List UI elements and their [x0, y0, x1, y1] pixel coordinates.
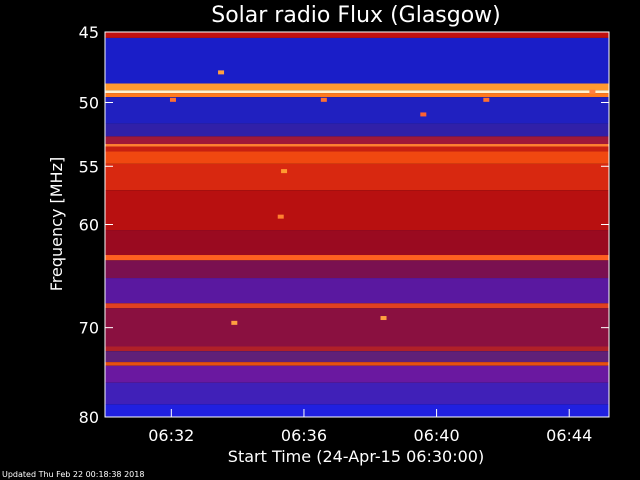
spectrum-band	[105, 351, 609, 363]
y-axis-label: Frequency [MHz]	[47, 157, 66, 291]
spectrum-band	[105, 255, 609, 261]
spectrum-band	[105, 90, 609, 94]
y-tick-label: 80	[79, 408, 99, 427]
spectrum-band	[105, 93, 609, 98]
y-tick-label: 45	[79, 23, 99, 42]
burst-mark	[169, 97, 176, 102]
y-axis: 45 50 55 60 70 80	[79, 23, 609, 427]
spectrogram	[105, 32, 609, 417]
x-tick-label: 06:40	[414, 426, 460, 445]
spectrum-band	[105, 32, 609, 38]
spectrum-band	[105, 362, 609, 366]
spectrum-band	[105, 144, 609, 147]
spectrum-band	[105, 136, 609, 145]
burst-mark	[320, 97, 327, 102]
spectrum-band	[105, 382, 609, 405]
burst-mark	[380, 316, 387, 321]
spectrum-band	[105, 303, 609, 309]
spectrum-band	[105, 97, 609, 124]
spectrum-band	[105, 365, 609, 383]
burst-mark	[231, 320, 238, 325]
spectrum-band	[105, 163, 609, 191]
spectrum-band	[105, 404, 609, 417]
spectrum-band	[105, 260, 609, 279]
y-tick-label: 60	[79, 216, 99, 235]
spectrum-band	[105, 190, 609, 231]
spectrum-band	[105, 83, 609, 91]
spectrum-band	[105, 37, 609, 84]
spectrum-band	[105, 346, 609, 352]
x-tick-label: 06:32	[148, 426, 194, 445]
burst-mark	[281, 169, 288, 174]
spectrum-band	[105, 123, 609, 137]
spectrum-band	[105, 278, 609, 304]
x-axis: 06:32 06:36 06:40 06:44	[148, 409, 592, 445]
spectrum-band	[105, 308, 609, 347]
burst-mark	[483, 97, 490, 102]
chart-title: Solar radio Flux (Glasgow)	[211, 3, 501, 28]
spectrum-band	[105, 146, 609, 152]
burst-mark	[420, 112, 427, 117]
x-axis-label: Start Time (24-Apr-15 06:30:00)	[228, 447, 484, 466]
burst-mark	[277, 214, 284, 219]
spectrum-band	[105, 230, 609, 256]
spectrum-band	[105, 151, 609, 164]
x-tick-label: 06:36	[281, 426, 327, 445]
x-tick-label: 06:44	[546, 426, 592, 445]
y-tick-label: 70	[79, 319, 99, 338]
updated-timestamp: Updated Thu Feb 22 00:18:38 2018	[2, 470, 144, 479]
burst-mark	[218, 70, 225, 75]
y-tick-label: 55	[79, 157, 99, 176]
y-tick-label: 50	[79, 94, 99, 113]
burst-mark	[589, 89, 596, 94]
